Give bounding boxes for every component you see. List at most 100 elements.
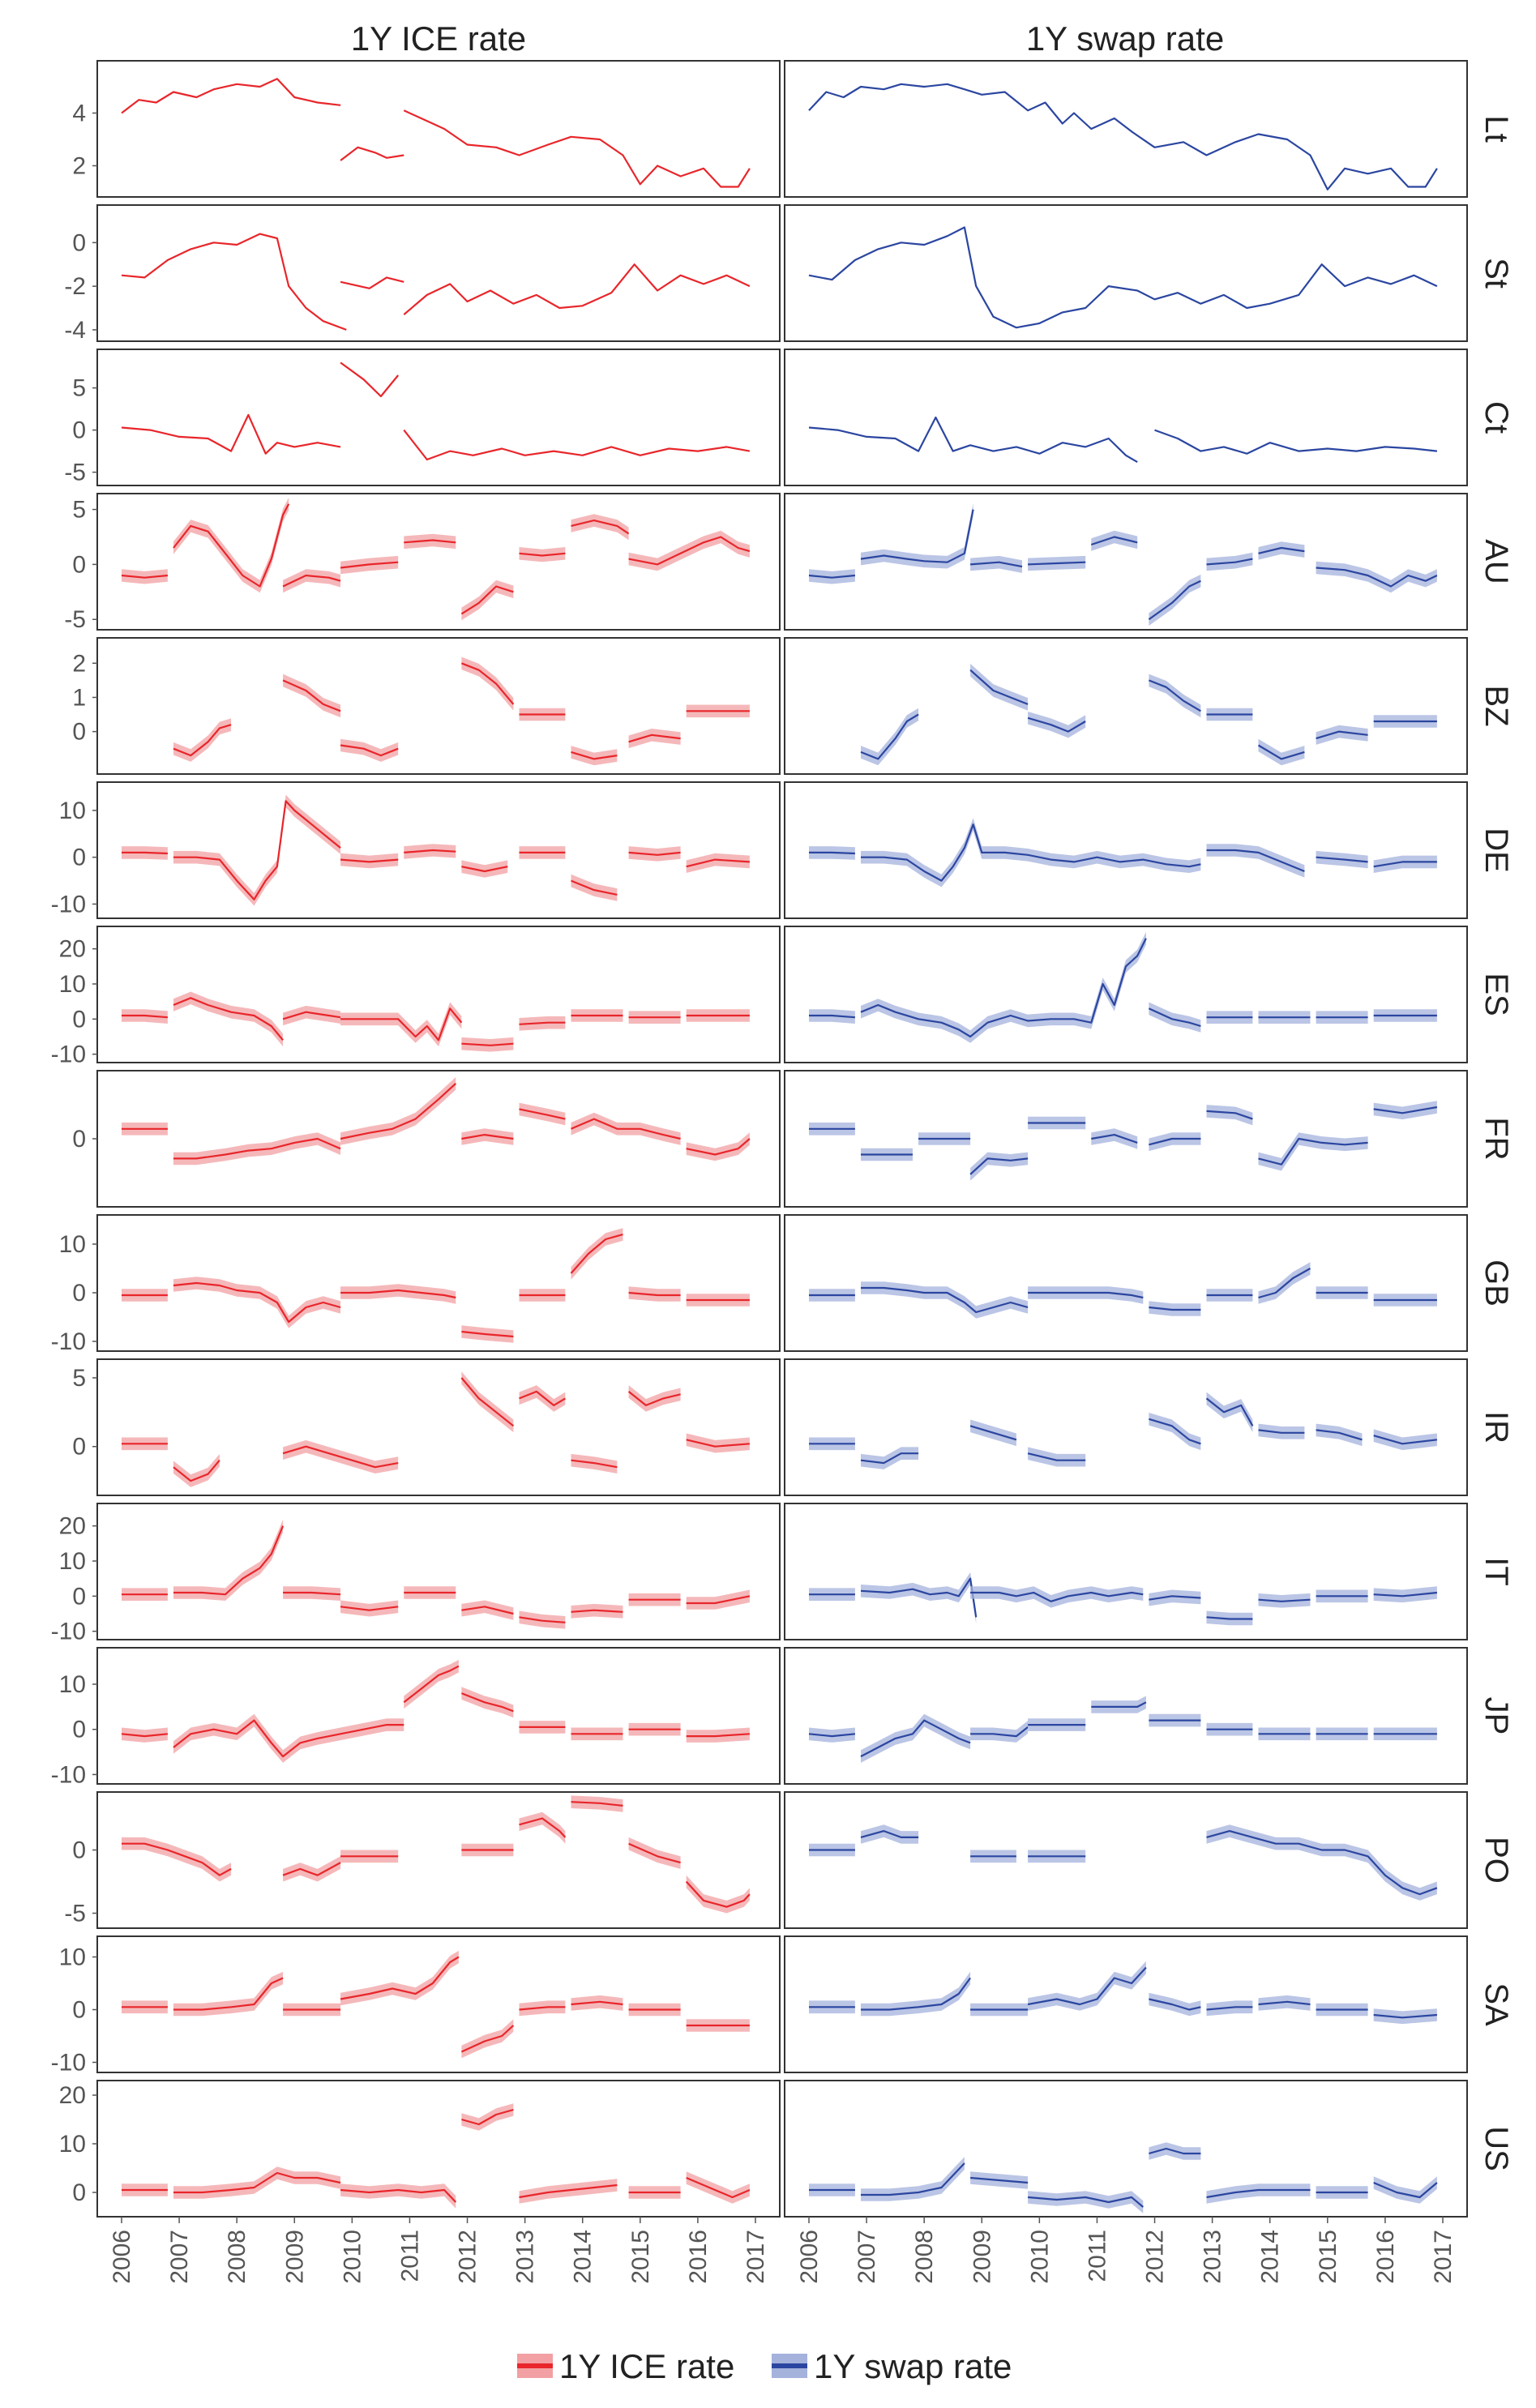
series-band-ice [122, 1727, 168, 1743]
series-band-ice [571, 874, 618, 901]
legend-swatch-ice-line [517, 2363, 553, 2368]
series-band-ice [571, 1228, 623, 1280]
series-line-swap [1148, 1007, 1201, 1028]
y-tick-label: -5 [64, 1901, 86, 1927]
series-band-ice [173, 1453, 220, 1487]
y-tick-label: -10 [51, 1761, 86, 1788]
series-band-swap [1316, 1423, 1363, 1447]
y-tick-label: 0 [72, 229, 86, 256]
series-band-swap [1258, 1423, 1305, 1439]
series-line-swap [970, 1726, 1029, 1738]
series-line-ice [173, 503, 290, 588]
series-line-swap [1028, 561, 1086, 566]
y-tick-label: 5 [72, 1365, 86, 1392]
panel-ir-ice [96, 1358, 781, 1496]
series-line-ice [283, 1591, 341, 1596]
series-line-ice [340, 1956, 460, 2000]
series-line-ice [686, 1595, 751, 1605]
series-band-swap [1091, 1696, 1146, 1713]
series-band-ice [340, 1284, 456, 1304]
series-band-swap [1258, 1132, 1368, 1171]
series-band-swap [861, 2157, 965, 2201]
series-band-swap [861, 1824, 919, 1844]
series-line-ice [461, 1606, 514, 1615]
facet-label-gb: GB [1478, 1260, 1514, 1307]
series-line-ice [686, 2176, 751, 2199]
series-band-ice [461, 580, 514, 621]
series-line-swap [1373, 861, 1437, 868]
series-line-ice [122, 1842, 232, 1876]
series-band-swap [1091, 1128, 1138, 1149]
series-line-swap [860, 713, 919, 760]
series-line-swap [970, 1591, 1144, 1602]
series-line-swap [1206, 2006, 1253, 2011]
series-line-swap [1373, 1591, 1438, 1597]
panel-frame [96, 1647, 781, 1785]
series-band-swap [1258, 541, 1305, 560]
y-tick-label: -5 [64, 606, 86, 633]
y-tick-label: 10 [59, 1671, 86, 1698]
series-band-ice [340, 1600, 399, 1617]
series-band-swap [1316, 561, 1437, 593]
series-line-ice [340, 561, 399, 569]
series-line-swap [860, 938, 1147, 1038]
series-band-ice [571, 1995, 623, 2011]
series-band-ice [122, 1837, 232, 1882]
series-band-ice [628, 1385, 681, 1412]
series-line-swap [1206, 1616, 1253, 1620]
series-band-ice [519, 1811, 566, 1844]
series-line-swap [1258, 1268, 1311, 1299]
panel-frame [784, 1358, 1468, 1496]
series-line-ice [461, 2108, 514, 2126]
x-tick-label: 2006 [109, 2230, 135, 2284]
panel-st-swap [784, 204, 1468, 342]
facet-label-lt: Lt [1478, 115, 1514, 142]
facet-label-us: US [1478, 2126, 1514, 2171]
y-tick-label: 10 [59, 1231, 86, 1258]
series-line-ice [519, 1616, 566, 1623]
y-tick-label: 0 [72, 719, 86, 746]
series-line-swap [970, 2176, 1029, 2184]
series-band-swap [1028, 1961, 1146, 2011]
series-line-ice [571, 879, 618, 896]
series-line-swap [861, 1286, 1029, 1314]
series-line-swap [1206, 849, 1305, 873]
y-tick-label: -10 [51, 1041, 86, 1068]
panel-frame [784, 349, 1468, 486]
series-line-swap [1091, 1701, 1147, 1708]
series-band-swap [1206, 552, 1253, 571]
series-line-ice [685, 1880, 751, 1908]
series-line-swap [1373, 1106, 1438, 1114]
panel-gb-swap [784, 1214, 1468, 1352]
series-band-swap [970, 1721, 1029, 1743]
panel-it-ice [96, 1503, 781, 1640]
panel-it-swap [784, 1503, 1468, 1640]
series-line-ice [340, 1289, 456, 1299]
series-line-swap [1206, 1830, 1438, 1896]
series-line-swap [1149, 1418, 1201, 1445]
x-tick-label: 2010 [1026, 2230, 1053, 2284]
series-band-ice [340, 853, 399, 869]
series-band-ice [173, 718, 232, 762]
series-line-ice [686, 1733, 750, 1738]
series-line-swap [861, 2162, 965, 2196]
series-line-ice [461, 1042, 514, 1046]
y-tick-label: -4 [64, 317, 86, 344]
series-line-swap [1258, 546, 1305, 554]
y-tick-label: -10 [51, 891, 86, 917]
series-band-swap [861, 931, 1146, 1043]
series-band-ice [173, 1971, 284, 2017]
series-line-ice [460, 585, 514, 615]
series-line-swap [969, 669, 1029, 705]
series-band-swap [1028, 1286, 1144, 1304]
legend-swatch-swap-line [772, 2363, 807, 2368]
series-band-ice [461, 2019, 514, 2059]
series-line-swap [1027, 716, 1086, 733]
series-band-swap [1206, 1392, 1253, 1433]
series-line-swap [809, 1014, 855, 1019]
y-tick-label: 0 [72, 551, 86, 578]
series-line-ice [571, 1118, 681, 1140]
series-band-swap [1028, 2191, 1144, 2213]
series-band-swap [1373, 1101, 1437, 1120]
series-line-swap [1091, 1134, 1138, 1144]
